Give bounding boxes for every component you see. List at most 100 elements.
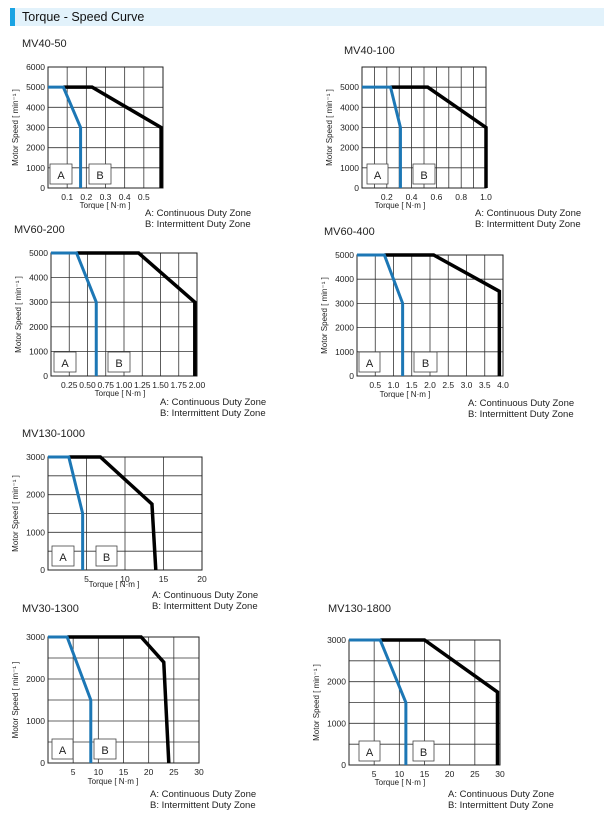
x-tick-label: 15 bbox=[420, 769, 430, 779]
x-tick-label: 1.0 bbox=[388, 380, 400, 390]
chart-title: MV130-1000 bbox=[22, 428, 85, 440]
x-axis-label: Torque [ N·m ] bbox=[375, 778, 426, 787]
zone-label-a: A bbox=[59, 745, 67, 757]
zone-label-a: A bbox=[59, 552, 67, 564]
x-tick-label: 0.3 bbox=[100, 192, 112, 202]
y-tick-label: 0 bbox=[341, 760, 346, 770]
chart-mv60-400: MV60-400 0.5 1.0 1.5 2.0 2.5 3.0 3.5 4.0 0 1000 200… bbox=[320, 226, 574, 420]
legend-entry: A: Continuous Duty Zone bbox=[448, 789, 554, 800]
y-tick-label: 2000 bbox=[26, 143, 45, 153]
zone-box-a bbox=[51, 738, 74, 760]
intermittent-duty-curve bbox=[384, 253, 502, 376]
x-tick-label: 1.00 bbox=[116, 380, 133, 390]
zone-label-b: B bbox=[422, 358, 429, 370]
y-tick-label: 1000 bbox=[335, 347, 354, 357]
y-tick-label: 2000 bbox=[340, 143, 359, 153]
zone-label-b: B bbox=[420, 747, 427, 759]
intermittent-duty-curve bbox=[63, 85, 163, 188]
x-tick-label: 0.2 bbox=[80, 192, 92, 202]
continuous-duty-curve bbox=[48, 455, 85, 570]
y-axis-label: Motor Speed [ min⁻¹ ] bbox=[14, 276, 23, 353]
y-tick-label: 4000 bbox=[335, 274, 354, 284]
y-tick-label: 1000 bbox=[327, 718, 346, 728]
x-tick-label: 0.5 bbox=[369, 380, 381, 390]
x-axis-label: Torque [ N·m ] bbox=[375, 201, 426, 210]
legend-entry: B: Intermittent Duty Zone bbox=[150, 800, 256, 811]
x-tick-label: 5 bbox=[372, 769, 377, 779]
zone-label-b: B bbox=[101, 745, 108, 757]
intermittent-duty-curve bbox=[68, 455, 158, 571]
y-tick-label: 1000 bbox=[26, 527, 45, 537]
x-tick-label: 30 bbox=[495, 769, 505, 779]
x-tick-label: 25 bbox=[169, 767, 179, 777]
y-tick-label: 0 bbox=[40, 183, 45, 193]
y-axis-label: Motor Speed [ min⁻¹ ] bbox=[325, 89, 334, 166]
x-axis-label: Torque [ N·m ] bbox=[95, 389, 146, 398]
intermittent-duty-curve bbox=[67, 635, 171, 764]
zone-box-b bbox=[88, 163, 112, 185]
x-tick-label: 30 bbox=[194, 767, 204, 777]
y-tick-label: 5000 bbox=[26, 82, 45, 92]
y-tick-label: 3000 bbox=[26, 123, 45, 133]
x-tick-label: 2.0 bbox=[424, 380, 436, 390]
x-tick-label: 3.5 bbox=[479, 380, 491, 390]
continuous-duty-curve bbox=[362, 85, 402, 188]
chart-mv130-1000: MV130-1000 5 10 15 20 0 1000 2000 3000 Torque [ N… bbox=[11, 428, 258, 612]
legend-entry: B: Intermittent Duty Zone bbox=[475, 219, 581, 230]
zone-box-a bbox=[366, 163, 389, 185]
chart-title: MV40-100 bbox=[344, 45, 395, 57]
x-tick-label: 0.5 bbox=[138, 192, 150, 202]
chart-title: MV130-1800 bbox=[328, 603, 391, 615]
legend-entry: A: Continuous Duty Zone bbox=[468, 398, 574, 409]
zone-box-b bbox=[107, 351, 131, 373]
x-axis-label: Torque [ N·m ] bbox=[88, 777, 139, 786]
section-title: Torque - Speed Curve bbox=[22, 10, 145, 24]
y-tick-label: 3000 bbox=[327, 635, 346, 645]
zone-box-b bbox=[412, 163, 436, 185]
continuous-duty-curve bbox=[48, 85, 83, 188]
x-tick-label: 1.75 bbox=[170, 380, 187, 390]
intermittent-duty-curve bbox=[380, 638, 500, 765]
x-tick-label: 10 bbox=[120, 574, 130, 584]
y-tick-label: 2000 bbox=[335, 323, 354, 333]
y-tick-label: 4000 bbox=[340, 102, 359, 112]
zone-label-a: A bbox=[61, 358, 69, 370]
legend-entry: A: Continuous Duty Zone bbox=[152, 590, 258, 601]
header-accent-bar bbox=[10, 8, 15, 26]
y-tick-label: 1000 bbox=[26, 716, 45, 726]
y-tick-label: 3000 bbox=[340, 123, 359, 133]
intermittent-duty-curve bbox=[390, 85, 488, 188]
y-tick-label: 2000 bbox=[26, 490, 45, 500]
zone-label-a: A bbox=[57, 170, 65, 182]
continuous-duty-curve bbox=[48, 635, 93, 763]
x-tick-label: 0.4 bbox=[119, 192, 131, 202]
legend-entry: A: Continuous Duty Zone bbox=[475, 208, 581, 219]
section-header: Torque - Speed Curve bbox=[10, 8, 604, 26]
chart-title: MV40-50 bbox=[22, 38, 67, 50]
y-tick-label: 1000 bbox=[26, 163, 45, 173]
x-tick-label: 0.6 bbox=[430, 192, 442, 202]
y-tick-label: 3000 bbox=[26, 452, 45, 462]
zone-box-b bbox=[412, 740, 435, 762]
y-axis-label: Motor Speed [ min⁻¹ ] bbox=[11, 475, 20, 552]
plot-frame bbox=[47, 66, 164, 189]
x-tick-label: 0.8 bbox=[455, 192, 467, 202]
x-tick-label: 1.50 bbox=[152, 380, 169, 390]
y-tick-label: 3000 bbox=[26, 632, 45, 642]
zone-box-b bbox=[93, 738, 117, 760]
x-tick-label: 0.2 bbox=[381, 192, 393, 202]
y-tick-label: 4000 bbox=[29, 273, 48, 283]
x-tick-label: 2.5 bbox=[442, 380, 454, 390]
chart-title: MV60-200 bbox=[14, 224, 65, 236]
x-tick-label: 0.25 bbox=[61, 380, 78, 390]
y-tick-label: 3000 bbox=[29, 297, 48, 307]
legend-entry: B: Intermittent Duty Zone bbox=[152, 601, 258, 612]
x-tick-label: 20 bbox=[197, 574, 207, 584]
zone-label-a: A bbox=[366, 747, 374, 759]
chart-mv130-1800: MV130-1800 5 10 15 20 25 30 0 1000 2000 3000 Torque… bbox=[312, 603, 554, 811]
zone-box-a bbox=[358, 351, 381, 373]
x-tick-label: 3.0 bbox=[461, 380, 473, 390]
y-axis-label: Motor Speed [ min⁻¹ ] bbox=[11, 89, 20, 166]
x-axis-label: Torque [ N·m ] bbox=[380, 390, 431, 399]
